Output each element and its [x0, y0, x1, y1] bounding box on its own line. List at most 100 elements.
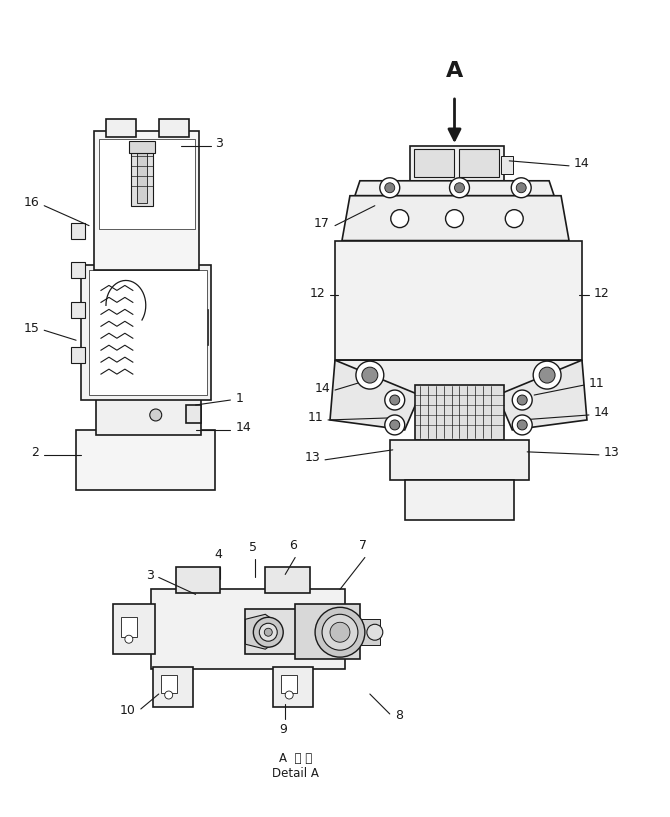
Text: 11: 11 — [589, 377, 605, 390]
Text: A: A — [446, 61, 463, 81]
Circle shape — [264, 628, 272, 636]
Text: 12: 12 — [594, 287, 610, 300]
Circle shape — [390, 395, 400, 405]
Bar — [71, 302, 85, 319]
Text: 15: 15 — [23, 322, 40, 335]
Bar — [501, 156, 513, 174]
Circle shape — [285, 691, 293, 699]
Circle shape — [385, 390, 405, 410]
Bar — [295, 605, 360, 659]
Bar — [358, 619, 380, 645]
Circle shape — [454, 183, 464, 193]
Text: 3: 3 — [146, 569, 153, 582]
Text: 5: 5 — [249, 541, 257, 553]
Circle shape — [446, 210, 464, 228]
Bar — [137, 149, 147, 203]
Bar — [129, 141, 155, 153]
Text: 17: 17 — [314, 217, 330, 230]
Circle shape — [517, 420, 527, 430]
Circle shape — [391, 210, 409, 228]
Circle shape — [367, 624, 383, 641]
Bar — [186, 405, 200, 423]
Circle shape — [315, 607, 365, 657]
Circle shape — [380, 178, 400, 198]
Bar — [131, 146, 153, 206]
Text: 16: 16 — [23, 196, 40, 209]
Circle shape — [330, 623, 350, 642]
Text: 2: 2 — [31, 446, 40, 459]
Bar — [71, 347, 85, 363]
Text: 13: 13 — [304, 451, 320, 464]
Bar — [94, 131, 198, 270]
Circle shape — [125, 636, 133, 643]
Circle shape — [362, 367, 378, 383]
Circle shape — [517, 183, 526, 193]
Circle shape — [150, 409, 161, 421]
Text: 9: 9 — [279, 723, 287, 736]
Bar — [96, 395, 200, 435]
Circle shape — [165, 691, 173, 699]
Text: 13: 13 — [604, 446, 620, 459]
Bar — [265, 568, 310, 593]
Bar — [335, 240, 582, 360]
Text: 10: 10 — [120, 704, 136, 717]
Bar — [405, 480, 515, 520]
Circle shape — [539, 367, 555, 383]
Polygon shape — [497, 360, 587, 430]
Bar — [415, 385, 505, 440]
Circle shape — [385, 415, 405, 435]
Polygon shape — [335, 360, 582, 395]
Bar — [71, 262, 85, 279]
Bar — [161, 675, 177, 693]
Bar — [273, 667, 313, 707]
Text: 14: 14 — [594, 407, 610, 419]
Polygon shape — [330, 360, 419, 430]
Bar — [71, 223, 85, 239]
Text: 7: 7 — [359, 538, 367, 551]
Text: 14: 14 — [314, 382, 330, 395]
Text: 14: 14 — [574, 158, 590, 170]
Polygon shape — [342, 196, 569, 240]
Text: 11: 11 — [308, 412, 323, 425]
Circle shape — [511, 178, 531, 198]
Circle shape — [253, 618, 283, 647]
Circle shape — [390, 420, 400, 430]
Bar — [176, 568, 220, 593]
Bar — [409, 146, 505, 181]
Bar — [99, 139, 194, 229]
Text: 8: 8 — [395, 709, 403, 722]
Bar — [121, 618, 137, 637]
Circle shape — [505, 210, 523, 228]
Text: 4: 4 — [214, 548, 222, 561]
Circle shape — [259, 623, 277, 641]
Polygon shape — [245, 614, 275, 650]
Text: 1: 1 — [235, 391, 243, 404]
Text: 14: 14 — [235, 422, 251, 435]
Bar — [196, 310, 208, 346]
Bar — [281, 675, 297, 693]
Circle shape — [385, 183, 395, 193]
Text: A  祥 細: A 祥 細 — [279, 752, 312, 766]
Polygon shape — [355, 181, 554, 196]
Bar — [245, 609, 300, 654]
Text: 12: 12 — [310, 287, 325, 300]
Text: Detail A: Detail A — [272, 767, 319, 780]
Bar — [76, 430, 216, 489]
Circle shape — [356, 361, 384, 389]
Text: 3: 3 — [216, 137, 223, 150]
Circle shape — [517, 395, 527, 405]
Circle shape — [513, 390, 532, 410]
Bar — [460, 149, 499, 176]
Bar — [106, 119, 136, 137]
Bar — [153, 667, 192, 707]
Circle shape — [450, 178, 470, 198]
Bar — [81, 266, 210, 400]
Bar — [89, 270, 206, 395]
Bar — [151, 589, 345, 669]
Bar — [390, 440, 529, 480]
Bar — [159, 119, 189, 137]
Bar — [113, 605, 155, 654]
Circle shape — [513, 415, 532, 435]
Text: 6: 6 — [289, 538, 297, 551]
Circle shape — [533, 361, 561, 389]
